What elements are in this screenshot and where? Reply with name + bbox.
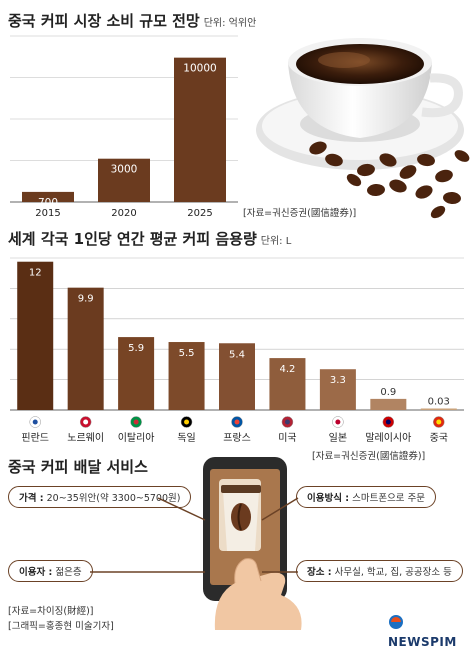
germany-flag-icon: [180, 416, 193, 428]
chart2-tick-label: 일본: [329, 432, 347, 444]
chart2-bar: [269, 358, 306, 410]
chart2-value-label: 0.03: [428, 397, 450, 408]
chart2-bar: [168, 342, 205, 410]
chart2-tick-label: 미국: [278, 432, 296, 444]
credit-source: [자료=차이징(財經)]: [8, 606, 94, 617]
chart2-value-label: 9.9: [78, 294, 94, 305]
chart1-title: 중국 커피 시장 소비 규모 전망 단위: 억위안: [8, 12, 257, 30]
chart1-tick-label: 2015: [35, 208, 60, 219]
chart1-tick-label: 2025: [187, 208, 212, 219]
chart2-value-label: 0.9: [380, 387, 396, 398]
newspim-logo: NEWSPIM: [388, 612, 474, 650]
chart2-bar: [319, 369, 356, 410]
usa-flag-icon: [281, 416, 294, 428]
chart2-value-label: 5.5: [179, 348, 195, 359]
chart1-unit: 단위: 억위안: [203, 18, 257, 29]
chart1-bar: [174, 57, 226, 202]
chart2-value-label: 12: [29, 268, 42, 279]
coffee-consumption-bar-chart: 12 핀란드 9.9 노르웨이 5.9 이탈리아 5.5 독일 5.4 프랑스 4.2 미국 3.3 일본…: [10, 257, 464, 444]
chart2-bar: [118, 337, 155, 410]
newspim-logo-text: NEWSPIM: [388, 635, 457, 649]
user-pill: 이용자 : 젊은층: [8, 560, 93, 582]
coffee-cup-illustration: [256, 38, 470, 219]
finland-flag-icon: [29, 416, 41, 428]
chart2-value-label: 5.4: [229, 349, 245, 360]
chart2-tick-label: 이탈리아: [118, 431, 155, 444]
chart2-bar: [67, 287, 104, 410]
japan-flag-icon: [332, 416, 344, 428]
place-pill: 장소 : 사무실, 학교, 집, 공공장소 등: [296, 560, 463, 582]
chart2-unit: 단위: L: [260, 236, 292, 247]
malaysia-flag-icon: [382, 416, 395, 428]
chart2-value-label: 5.9: [128, 343, 144, 354]
chart2-bar: [219, 343, 255, 410]
chart1-source: [자료=궈신증권(國信證券)]: [243, 208, 357, 219]
china-flag-icon: [433, 416, 445, 428]
chart2-tick-label: 프랑스: [223, 432, 251, 444]
france-flag-icon: [231, 416, 243, 428]
chart1-value-label: 10000: [183, 63, 216, 75]
connector-lines: [90, 497, 299, 573]
chart2-tick-label: 말레이시아: [365, 432, 411, 444]
credit-graphic: [그래픽=홍종현 미술기자]: [8, 621, 114, 632]
chart2-bar: [420, 408, 457, 410]
chart2-source: [자료=궈신증권(國信證券)]: [312, 451, 426, 462]
chart1-bar: [98, 158, 150, 202]
chart2-value-label: 4.2: [279, 364, 295, 375]
norway-flag-icon: [79, 416, 92, 428]
chart2-tick-label: 핀란드: [21, 432, 49, 444]
chart2-title: 세계 각국 1인당 연간 평균 커피 음용량 단위: L: [8, 230, 292, 248]
method-pill: 이용방식 : 스마트폰으로 주문: [296, 486, 437, 508]
chart1-tick-label: 2020: [111, 208, 136, 219]
chart2-bar: [370, 398, 407, 410]
chart2-value-label: 3.3: [330, 375, 346, 386]
chart2-tick-label: 독일: [177, 432, 195, 444]
delivery-title: 중국 커피 배달 서비스: [8, 458, 148, 476]
chart2-tick-label: 노르웨이: [67, 432, 104, 444]
price-pill: 가격 : 20~35위안(약 3300~5700원): [8, 486, 192, 508]
credits: [자료=차이징(財經)] [그래픽=홍종현 미술기자]: [8, 604, 114, 634]
chart2-tick-label: 중국: [430, 432, 448, 444]
chart2-bar: [17, 261, 54, 410]
chart1-bar: [22, 191, 74, 202]
newspim-logo-icon: [389, 615, 403, 629]
phone-illustration: [203, 457, 302, 630]
chart1-value-label: 3000: [111, 164, 138, 176]
italy-flag-icon: [130, 416, 142, 428]
chart1-value-label: 700: [38, 197, 58, 209]
